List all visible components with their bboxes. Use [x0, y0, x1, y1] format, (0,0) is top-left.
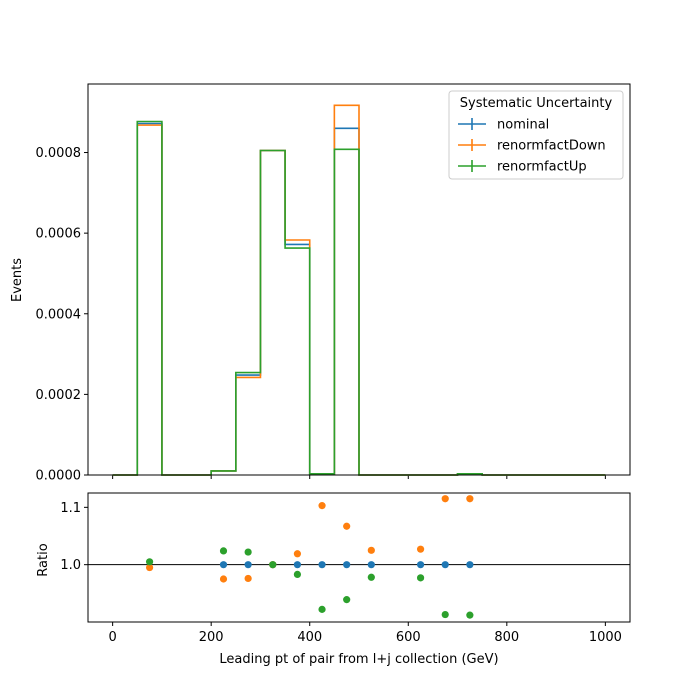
ratio-point-renormfactUp-6 — [343, 596, 351, 604]
legend: Systematic Uncertainty nominal renormfact… — [448, 90, 624, 180]
ratio-tick-marks — [84, 506, 606, 626]
ratio-point-nominal-6 — [367, 561, 375, 569]
ratio-point-renormfactUp-0 — [145, 558, 154, 566]
x-tick-label-5: 1000 — [589, 630, 622, 645]
ratio-point-renormfactDown-5 — [318, 502, 326, 510]
ratio-point-renormfactDown-2 — [244, 574, 252, 583]
ratio-point-renormfactDown-4 — [293, 550, 302, 558]
ratio-point-renormfactDown-7 — [367, 546, 375, 554]
main-histogram-panel: 0.0000 0.0002 0.0004 0.0006 0.0008 Events — [10, 83, 631, 484]
x-tick-label-1: 200 — [199, 630, 224, 645]
main-y-tick-label-0: 0.0000 — [36, 469, 82, 484]
main-y-tick-label-4: 0.0008 — [36, 146, 82, 161]
legend-label-renormfactDown: renormfactDown — [497, 139, 606, 154]
x-tick-label-2: 400 — [297, 630, 322, 645]
ratio-point-renormfactUp-1 — [219, 547, 228, 555]
ratio-point-renormfactUp-4 — [293, 570, 302, 579]
x-axis-label: Leading pt of pair from l+j collection (… — [219, 652, 498, 667]
ratio-series-renormfactUp — [145, 547, 474, 619]
ratio-point-nominal-1 — [244, 561, 252, 569]
ratio-point-renormfactDown-10 — [466, 495, 474, 503]
legend-label-nominal: nominal — [497, 118, 549, 133]
ratio-point-renormfactUp-10 — [466, 611, 474, 619]
ratio-point-nominal-9 — [466, 561, 474, 569]
ratio-point-renormfactUp-7 — [367, 573, 375, 581]
main-y-tick-label-1: 0.0002 — [36, 388, 82, 403]
ratio-points — [145, 495, 474, 619]
main-tick-labels: 0.0000 0.0002 0.0004 0.0006 0.0008 — [36, 146, 82, 483]
legend-label-renormfactUp: renormfactUp — [497, 160, 587, 175]
ratio-tick-labels: 1.0 1.1 0 200 400 600 800 1000 — [60, 501, 622, 645]
x-tick-label-4: 800 — [494, 630, 519, 645]
ratio-point-renormfactUp-8 — [416, 574, 425, 582]
legend-title: Systematic Uncertainty — [460, 96, 613, 111]
x-tick-label-0: 0 — [108, 630, 116, 645]
main-y-tick-label-3: 0.0006 — [36, 227, 82, 242]
ratio-point-renormfactUp-9 — [441, 610, 449, 619]
ratio-point-renormfactUp-3 — [269, 561, 277, 569]
legend-item-nominal: nominal — [458, 118, 549, 133]
ratio-point-renormfactDown-9 — [441, 495, 449, 503]
ratio-point-renormfactDown-6 — [343, 522, 351, 530]
ratio-y-axis-label: Ratio — [36, 543, 51, 576]
ratio-panel: 1.0 1.1 0 200 400 600 800 1000 Ratio Leading pt… — [36, 492, 631, 667]
ratio-point-nominal-0 — [219, 561, 228, 569]
ratio-point-nominal-8 — [441, 561, 449, 569]
legend-item-renormfactDown: renormfactDown — [458, 139, 606, 154]
ratio-point-nominal-5 — [343, 561, 351, 569]
ratio-point-renormfactUp-5 — [318, 605, 326, 613]
main-y-tick-label-2: 0.0004 — [36, 307, 82, 322]
ratio-point-nominal-3 — [293, 561, 302, 569]
ratio-point-renormfactDown-8 — [416, 545, 425, 553]
main-plot-frame — [87, 83, 631, 476]
ratio-point-renormfactDown-1 — [219, 575, 228, 583]
ratio-point-nominal-4 — [318, 561, 326, 569]
ratio-y-tick-label-0: 1.0 — [60, 558, 81, 573]
ratio-plot-frame — [87, 492, 631, 623]
ratio-point-renormfactUp-2 — [244, 548, 252, 556]
legend-items: nominal renormfactDown renormfactUp — [458, 118, 606, 175]
legend-box — [448, 90, 624, 180]
ratio-y-tick-label-1: 1.1 — [60, 501, 81, 516]
ratio-point-renormfactDown-0 — [145, 563, 154, 572]
ratio-point-nominal-7 — [416, 561, 425, 569]
x-tick-label-3: 600 — [396, 630, 421, 645]
main-y-axis-label: Events — [10, 258, 25, 302]
legend-item-renormfactUp: renormfactUp — [458, 160, 587, 175]
